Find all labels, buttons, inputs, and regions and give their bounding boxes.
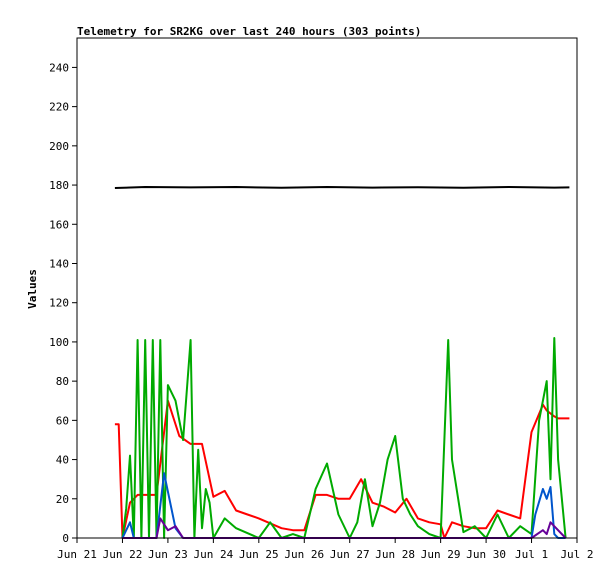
y-tick-label: 140	[49, 257, 69, 270]
series-line-2	[121, 337, 567, 539]
plot-frame	[76, 37, 578, 539]
y-tick-label: 240	[49, 61, 69, 74]
y-axis-label: Values	[26, 269, 39, 309]
y-tick-label: 80	[56, 375, 69, 388]
x-tick-label: Jun 29	[421, 548, 461, 561]
x-tick-label: Jun 26	[284, 548, 324, 561]
y-tick-label: 0	[62, 532, 69, 545]
x-tick-label: Jun 28	[375, 548, 415, 561]
x-tick-label: Jun 30	[466, 548, 506, 561]
x-tick-label: Jun 22	[103, 548, 143, 561]
y-tick-label: 120	[49, 297, 69, 310]
y-tick-label: 220	[49, 101, 69, 114]
y-tick-label: 200	[49, 140, 69, 153]
chart-title: Telemetry for SR2KG over last 240 hours …	[77, 25, 421, 38]
y-tick-label: 20	[56, 493, 69, 506]
x-tick-label: Jun 27	[330, 548, 370, 561]
x-tick-label: Jun 21	[57, 548, 97, 561]
y-tick-label: 180	[49, 179, 69, 192]
x-tick-label: Jun 23	[148, 548, 188, 561]
x-tick-label: Jul 1	[515, 548, 548, 561]
x-tick-label: Jun 25	[239, 548, 279, 561]
x-axis: Jun 21 Jun 22 Jun 23 Jun 24 Jun 25 Jun 26 Jun …	[57, 538, 594, 561]
x-tick-label: Jun 24	[193, 548, 233, 561]
y-tick-label: 60	[56, 414, 69, 427]
series-line-0	[114, 186, 570, 189]
y-axis: 0 20 40 60 80 100 120 140 160 180 200 220 240	[49, 61, 77, 545]
y-tick-label: 40	[56, 454, 69, 467]
x-tick-label: Jul 2	[560, 548, 593, 561]
y-tick-label: 160	[49, 218, 69, 231]
series-line-1	[114, 399, 570, 539]
y-tick-label: 100	[49, 336, 69, 349]
